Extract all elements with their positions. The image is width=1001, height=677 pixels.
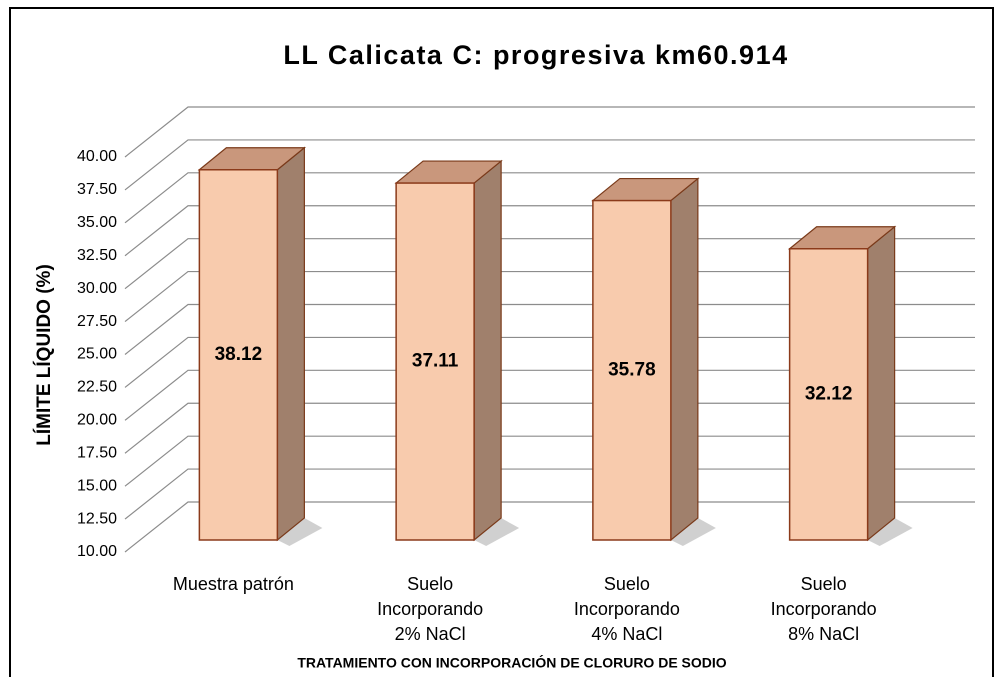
bar: [198, 169, 279, 541]
y-tick-label: 32.50: [77, 247, 117, 264]
data-label: 35.78: [608, 359, 656, 380]
chart-title: LL Calicata C: progresiva km60.914: [283, 40, 788, 70]
x-tick-label: Incorporando: [771, 599, 877, 619]
x-tick-label: Suelo: [801, 574, 847, 594]
grid-line: [124, 336, 975, 388]
y-tick-label: 15.00: [77, 477, 117, 494]
grid-line: [124, 238, 975, 290]
grid-line: [124, 369, 975, 421]
x-tick-label: Suelo: [604, 574, 650, 594]
bar: [395, 182, 475, 541]
grid-line: [124, 435, 975, 487]
x-tick-label: Muestra patrón: [173, 574, 294, 594]
x-tick-label: 8% NaCl: [788, 624, 859, 644]
bar-shadow: [277, 518, 323, 546]
bar-shadow: [474, 518, 520, 546]
data-label: 38.12: [215, 344, 263, 365]
y-tick-label: 40.00: [77, 148, 117, 165]
y-tick-label: 37.50: [77, 181, 117, 198]
x-tick-label: 2% NaCl: [395, 624, 466, 644]
grid-line: [124, 106, 975, 158]
y-tick-label: 12.50: [77, 510, 117, 527]
y-tick-label: 17.50: [77, 444, 117, 461]
bar-side: [276, 146, 305, 542]
data-label: 37.11: [412, 351, 459, 372]
bar-side: [473, 159, 502, 542]
grid-line: [124, 501, 975, 553]
data-label: 32.12: [805, 383, 853, 404]
grid-line: [124, 205, 975, 257]
y-axis-title: LÍMITE LÍQUIDO (%): [33, 264, 55, 446]
y-tick-label: 35.00: [77, 214, 117, 231]
x-tick-label: Incorporando: [377, 599, 483, 619]
x-tick-label: Suelo: [407, 574, 453, 594]
grid-line: [124, 139, 975, 191]
bar-shadow: [670, 518, 716, 546]
y-tick-label: 22.50: [77, 379, 117, 396]
grid-line: [124, 468, 975, 520]
x-tick-label: Incorporando: [574, 599, 680, 619]
grid-line: [124, 172, 975, 224]
bar: [592, 199, 672, 541]
y-tick-label: 20.00: [77, 412, 117, 429]
bar-side: [867, 225, 896, 542]
grid-line: [124, 270, 975, 323]
bar: [788, 248, 869, 541]
x-tick-label: 4% NaCl: [591, 624, 662, 644]
grid-line: [124, 303, 975, 355]
y-tick-label: 30.00: [77, 280, 117, 297]
x-axis-title: TRATAMIENTO CON INCORPORACIÓN DE CLORURO…: [297, 654, 726, 671]
bar-side: [670, 177, 699, 542]
y-tick-label: 27.50: [77, 313, 117, 330]
grid-line: [124, 402, 975, 454]
y-tick-label: 10.00: [77, 543, 117, 560]
y-tick-label: 25.00: [77, 346, 117, 363]
bar-shadow: [867, 518, 913, 546]
